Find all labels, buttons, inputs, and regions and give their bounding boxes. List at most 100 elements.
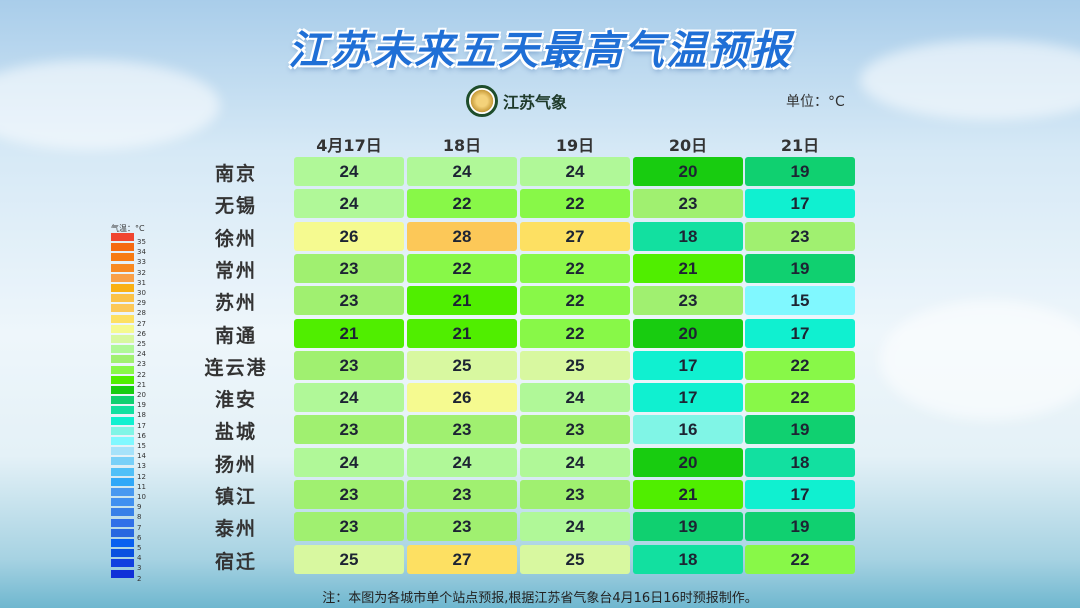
- temperature-cell: 21: [633, 253, 743, 283]
- legend-swatch: [111, 233, 134, 241]
- legend-tick-label: 25: [137, 340, 146, 348]
- temperature-cell: 16: [633, 415, 743, 445]
- legend-swatch: [111, 314, 134, 323]
- temperature-cell: 22: [745, 383, 855, 413]
- temperature-cell: 24: [520, 157, 630, 186]
- temperature-cell: 19: [633, 512, 743, 542]
- legend-swatch: [111, 426, 134, 435]
- legend-swatch: [111, 416, 134, 425]
- legend-tick-label: 15: [137, 442, 146, 450]
- legend-swatch: [111, 559, 134, 568]
- city-label: 徐州: [214, 227, 257, 250]
- legend-swatch: [111, 375, 134, 384]
- legend-tick-label: 2: [137, 574, 142, 583]
- legend-swatch: [111, 539, 134, 547]
- temperature-cell: 26: [294, 221, 404, 251]
- legend-tick-label: 4: [137, 554, 142, 563]
- legend-swatch: [111, 396, 134, 405]
- temperature-cell: 17: [745, 189, 855, 219]
- legend-tick-label: 10: [137, 493, 146, 501]
- temperature-cell: 19: [745, 512, 855, 542]
- temperature-cell: 23: [520, 415, 630, 445]
- legend-swatch: [111, 498, 134, 507]
- legend-tick-label: 30: [137, 289, 146, 297]
- temperature-cell: 27: [407, 544, 517, 574]
- temperature-cell: 25: [294, 544, 404, 574]
- legend-swatch: [111, 569, 134, 578]
- temperature-cell: 18: [745, 447, 855, 477]
- legend-tick-label: 18: [137, 411, 146, 420]
- city-label: 泰州: [214, 518, 257, 541]
- temperature-cell: 20: [633, 447, 743, 477]
- temperature-cell: 23: [407, 415, 517, 445]
- temperature-cell: 17: [633, 383, 743, 413]
- legend-swatch: [111, 406, 134, 415]
- legend-tick-label: 12: [137, 472, 146, 481]
- legend-tick-label: 14: [137, 452, 146, 461]
- legend-swatch: [111, 549, 134, 558]
- column-header: 21日: [780, 136, 820, 155]
- legend-swatch: [111, 243, 134, 252]
- logo-text: 江苏气象: [503, 93, 568, 112]
- legend-swatch: [111, 528, 134, 537]
- temperature-cell: 23: [294, 480, 404, 509]
- legend-tick-label: 6: [137, 533, 142, 542]
- legend-swatch: [111, 467, 134, 476]
- legend-swatch: [111, 324, 134, 333]
- temperature-cell: 17: [745, 480, 855, 509]
- temperature-cell: 24: [294, 447, 404, 477]
- temperature-cell: 22: [407, 189, 517, 219]
- legend-tick-label: 24: [137, 350, 146, 359]
- legend-swatch: [111, 273, 134, 282]
- jiangsu-weather-seal-icon: [466, 85, 498, 117]
- city-label: 无锡: [214, 195, 257, 218]
- temperature-cell: 21: [633, 480, 743, 509]
- temperature-cell: 24: [294, 157, 404, 186]
- column-header: 4月17日: [316, 136, 382, 155]
- temperature-cell: 22: [745, 350, 855, 380]
- legend-swatch: [111, 345, 134, 354]
- legend-tick-label: 13: [137, 462, 146, 471]
- legend-tick-label: 23: [137, 360, 146, 369]
- temperature-cell: 22: [745, 544, 855, 574]
- legend-tick-label: 19: [137, 401, 146, 410]
- temperature-cell: 24: [407, 447, 517, 477]
- temperature-cell: 15: [745, 286, 855, 316]
- temperature-cell: 21: [407, 286, 517, 316]
- city-label: 苏州: [214, 292, 257, 315]
- footnote: 注：本图为各城市单个站点预报,根据江苏省气象台4月16日16时预报制作。: [322, 591, 758, 606]
- temperature-cell: 24: [407, 157, 517, 186]
- column-header: 20日: [668, 136, 708, 155]
- legend-tick-label: 20: [137, 391, 146, 399]
- legend-tick-label: 35: [137, 238, 146, 246]
- legend-swatch: [111, 508, 134, 517]
- temperature-cell: 17: [745, 318, 855, 348]
- legend-title: 气温：°C: [111, 224, 145, 233]
- legend-tick-label: 32: [137, 268, 146, 277]
- temperature-cell: 23: [633, 189, 743, 219]
- legend-swatch: [111, 518, 134, 527]
- city-label: 南通: [214, 324, 257, 347]
- temperature-cell: 22: [407, 253, 517, 283]
- temperature-cell: 27: [520, 221, 630, 251]
- temperature-cell: 19: [745, 253, 855, 283]
- temperature-cell: 24: [520, 512, 630, 542]
- cloud-decoration: [860, 40, 1080, 120]
- legend-swatch: [111, 437, 134, 445]
- temperature-cell: 25: [520, 544, 630, 574]
- temperature-cell: 22: [520, 189, 630, 219]
- temperature-cell: 24: [294, 383, 404, 413]
- city-label: 镇江: [214, 486, 257, 508]
- legend-tick-label: 31: [137, 278, 146, 287]
- legend-tick-label: 17: [137, 421, 146, 430]
- temperature-cell: 22: [520, 286, 630, 316]
- temperature-cell: 17: [633, 350, 743, 380]
- temperature-cell: 24: [520, 447, 630, 477]
- temperature-cell: 23: [294, 253, 404, 283]
- temperature-cell: 19: [745, 157, 855, 186]
- legend-tick-label: 8: [137, 513, 142, 522]
- temperature-cell: 23: [633, 286, 743, 316]
- legend-tick-label: 3: [137, 564, 142, 573]
- legend-swatch: [111, 386, 134, 394]
- legend-tick-label: 11: [137, 482, 146, 491]
